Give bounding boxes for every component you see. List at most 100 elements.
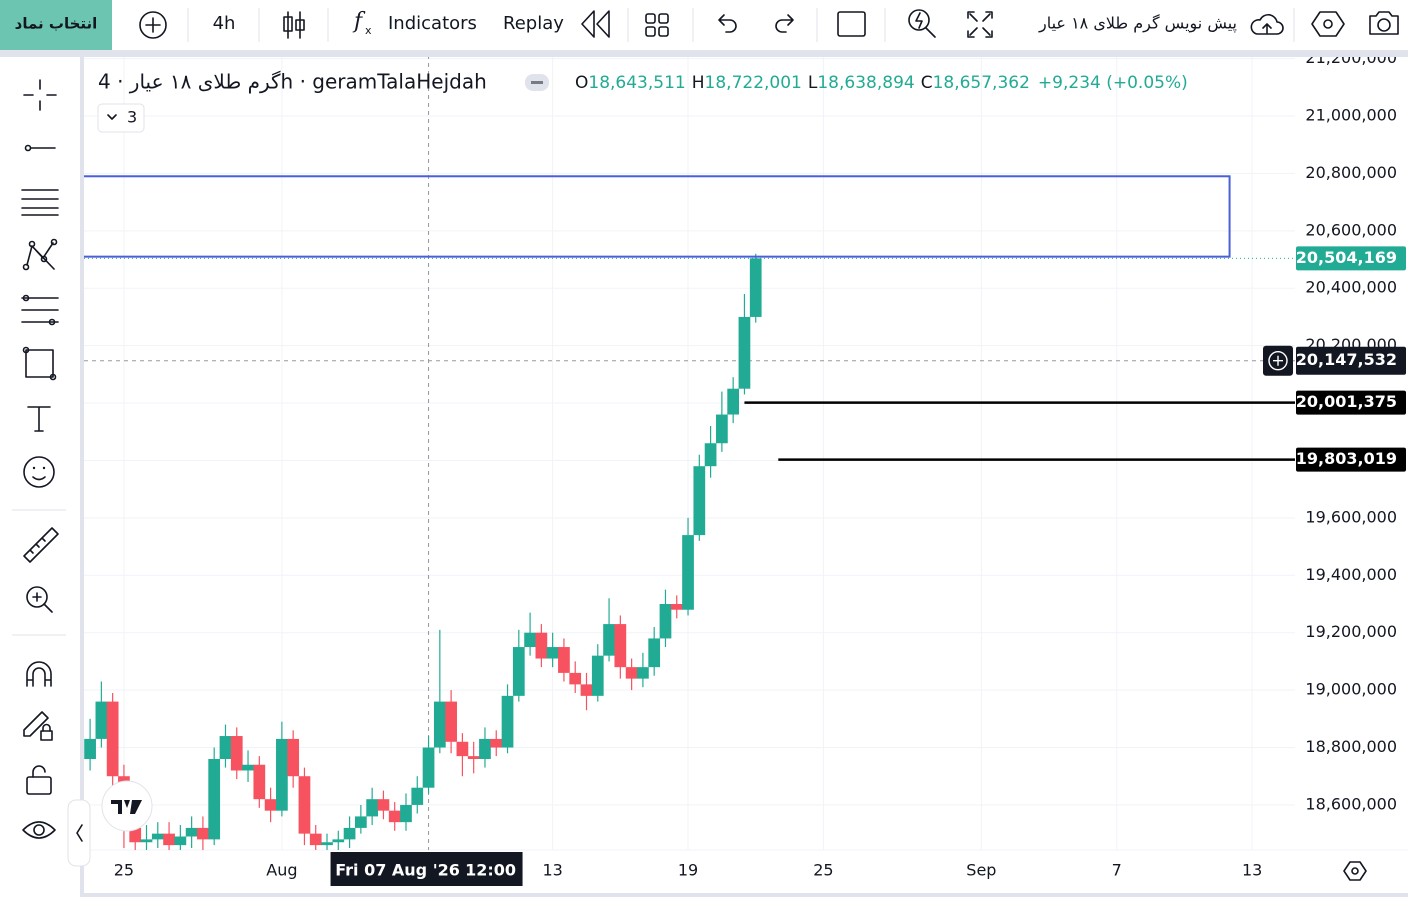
x-tick-label: 25 <box>813 861 833 880</box>
indicators-toggle[interactable] <box>97 103 145 133</box>
horizontal-line-box <box>1296 390 1406 415</box>
overlay: 25 Aug 13 19 25 Sep 7 13 20,504,169 20,001,375 19,… <box>114 246 1406 886</box>
magnet-tool[interactable] <box>26 661 52 687</box>
symbol-button-label[interactable]: انتخاب نماد <box>15 15 98 33</box>
horizontal-lines-tool[interactable] <box>21 189 59 216</box>
candle-body <box>106 701 119 777</box>
drawn-rectangle <box>84 175 1231 258</box>
interval-button[interactable]: 4h <box>213 13 236 34</box>
cloud-icon[interactable] <box>1250 14 1284 35</box>
candle-body <box>433 701 446 748</box>
lock-tool[interactable] <box>26 765 52 795</box>
candle-body <box>230 736 243 771</box>
legend-toggle-bar <box>531 81 543 84</box>
candle-body <box>580 684 593 696</box>
symbol-button[interactable] <box>0 0 112 50</box>
sidebar-separator <box>80 50 84 897</box>
layout-icon[interactable] <box>645 13 669 37</box>
candle-body <box>129 827 142 843</box>
y-tick-label: 19,400,000 <box>1305 565 1397 584</box>
axis-settings-icon[interactable] <box>1343 861 1367 881</box>
redo-icon[interactable] <box>775 14 794 33</box>
toolbar-separator <box>0 50 1408 57</box>
collapse-button[interactable] <box>67 799 91 867</box>
fullscreen-icon[interactable] <box>967 11 993 38</box>
candle-body <box>501 695 514 748</box>
candle-body <box>569 672 582 685</box>
candle-body <box>276 738 288 811</box>
candle-body <box>490 738 503 748</box>
candle-body <box>614 624 627 668</box>
layout-name[interactable]: پیش نویس گرم طلای ۱۸ عیار <box>1038 14 1237 34</box>
emoji-tool[interactable] <box>23 456 55 488</box>
candle-body <box>524 632 536 648</box>
candle-body <box>287 738 300 777</box>
left-toolbar <box>12 79 91 867</box>
candle-body <box>422 747 435 788</box>
pattern-tool[interactable] <box>22 238 58 271</box>
settings-icon[interactable] <box>1311 11 1345 37</box>
lock-drawings-tool[interactable] <box>23 711 53 741</box>
candle-body <box>445 701 457 742</box>
trend-line-tool[interactable] <box>24 144 56 152</box>
last-price-label: 20,504,169 <box>1296 248 1397 267</box>
candle-body <box>309 833 322 846</box>
change-value: +9,234 (+0.05%) <box>1038 73 1188 93</box>
x-tick-label: 7 <box>1112 861 1122 880</box>
text-tool[interactable] <box>27 406 51 432</box>
candle-body <box>659 603 672 639</box>
add-symbol-icon[interactable] <box>139 11 167 39</box>
last-price-box <box>1296 246 1406 271</box>
candle-body <box>467 756 480 760</box>
horizontal-line-label: 19,803,019 <box>1296 449 1397 468</box>
zoom-tool[interactable] <box>26 586 53 613</box>
bottom-separator <box>84 893 1408 897</box>
candle-body <box>648 638 661 668</box>
x-tick-label: 13 <box>542 861 562 880</box>
candle-body <box>174 836 187 846</box>
shape-tool[interactable] <box>22 346 57 381</box>
y-tick-label: 21,000,000 <box>1305 105 1397 124</box>
ohlc-key: C <box>921 73 933 93</box>
replay-button[interactable]: Replay <box>503 13 564 34</box>
svg-text:x: x <box>365 24 372 37</box>
candle-body <box>411 787 424 805</box>
candle-body <box>670 603 683 610</box>
indicators-count[interactable]: 3 <box>127 108 137 127</box>
candle-body <box>456 741 469 757</box>
crosshair-time-box <box>330 852 523 886</box>
candle-body <box>253 764 266 800</box>
candle-body <box>354 816 367 828</box>
measure-tool[interactable] <box>23 527 59 563</box>
horizontal-line-label: 20,001,375 <box>1296 392 1397 411</box>
undo-icon[interactable] <box>718 14 737 33</box>
x-tick-label: Aug <box>266 861 297 880</box>
quick-search-icon[interactable] <box>908 9 936 38</box>
indicators-button[interactable]: Indicators <box>388 13 477 34</box>
crosshair-add-icon <box>1268 351 1288 371</box>
candle-body <box>704 443 717 467</box>
y-tick-label: 18,800,000 <box>1305 737 1397 756</box>
replay-icon[interactable] <box>581 10 610 38</box>
crosshair-tool[interactable] <box>23 79 57 111</box>
candle-body <box>400 804 412 823</box>
candle-body <box>151 833 164 840</box>
collapse-arrow[interactable] <box>76 824 83 842</box>
candle-body <box>727 388 740 415</box>
candle-body <box>749 258 762 317</box>
chart-type-icon[interactable] <box>283 11 305 39</box>
rectangle-icon[interactable] <box>837 11 866 37</box>
y-tick-label: 20,600,000 <box>1305 220 1397 239</box>
candle-body <box>558 647 570 673</box>
candle-body <box>208 759 221 840</box>
candle-body <box>366 799 379 817</box>
visibility-tool[interactable] <box>22 821 56 839</box>
candle-body <box>693 466 706 536</box>
fib-tool[interactable] <box>21 294 59 326</box>
snapshot-icon[interactable] <box>1369 11 1399 35</box>
candle-body <box>625 667 638 679</box>
candle-body <box>603 624 615 656</box>
candle-body <box>377 799 390 811</box>
